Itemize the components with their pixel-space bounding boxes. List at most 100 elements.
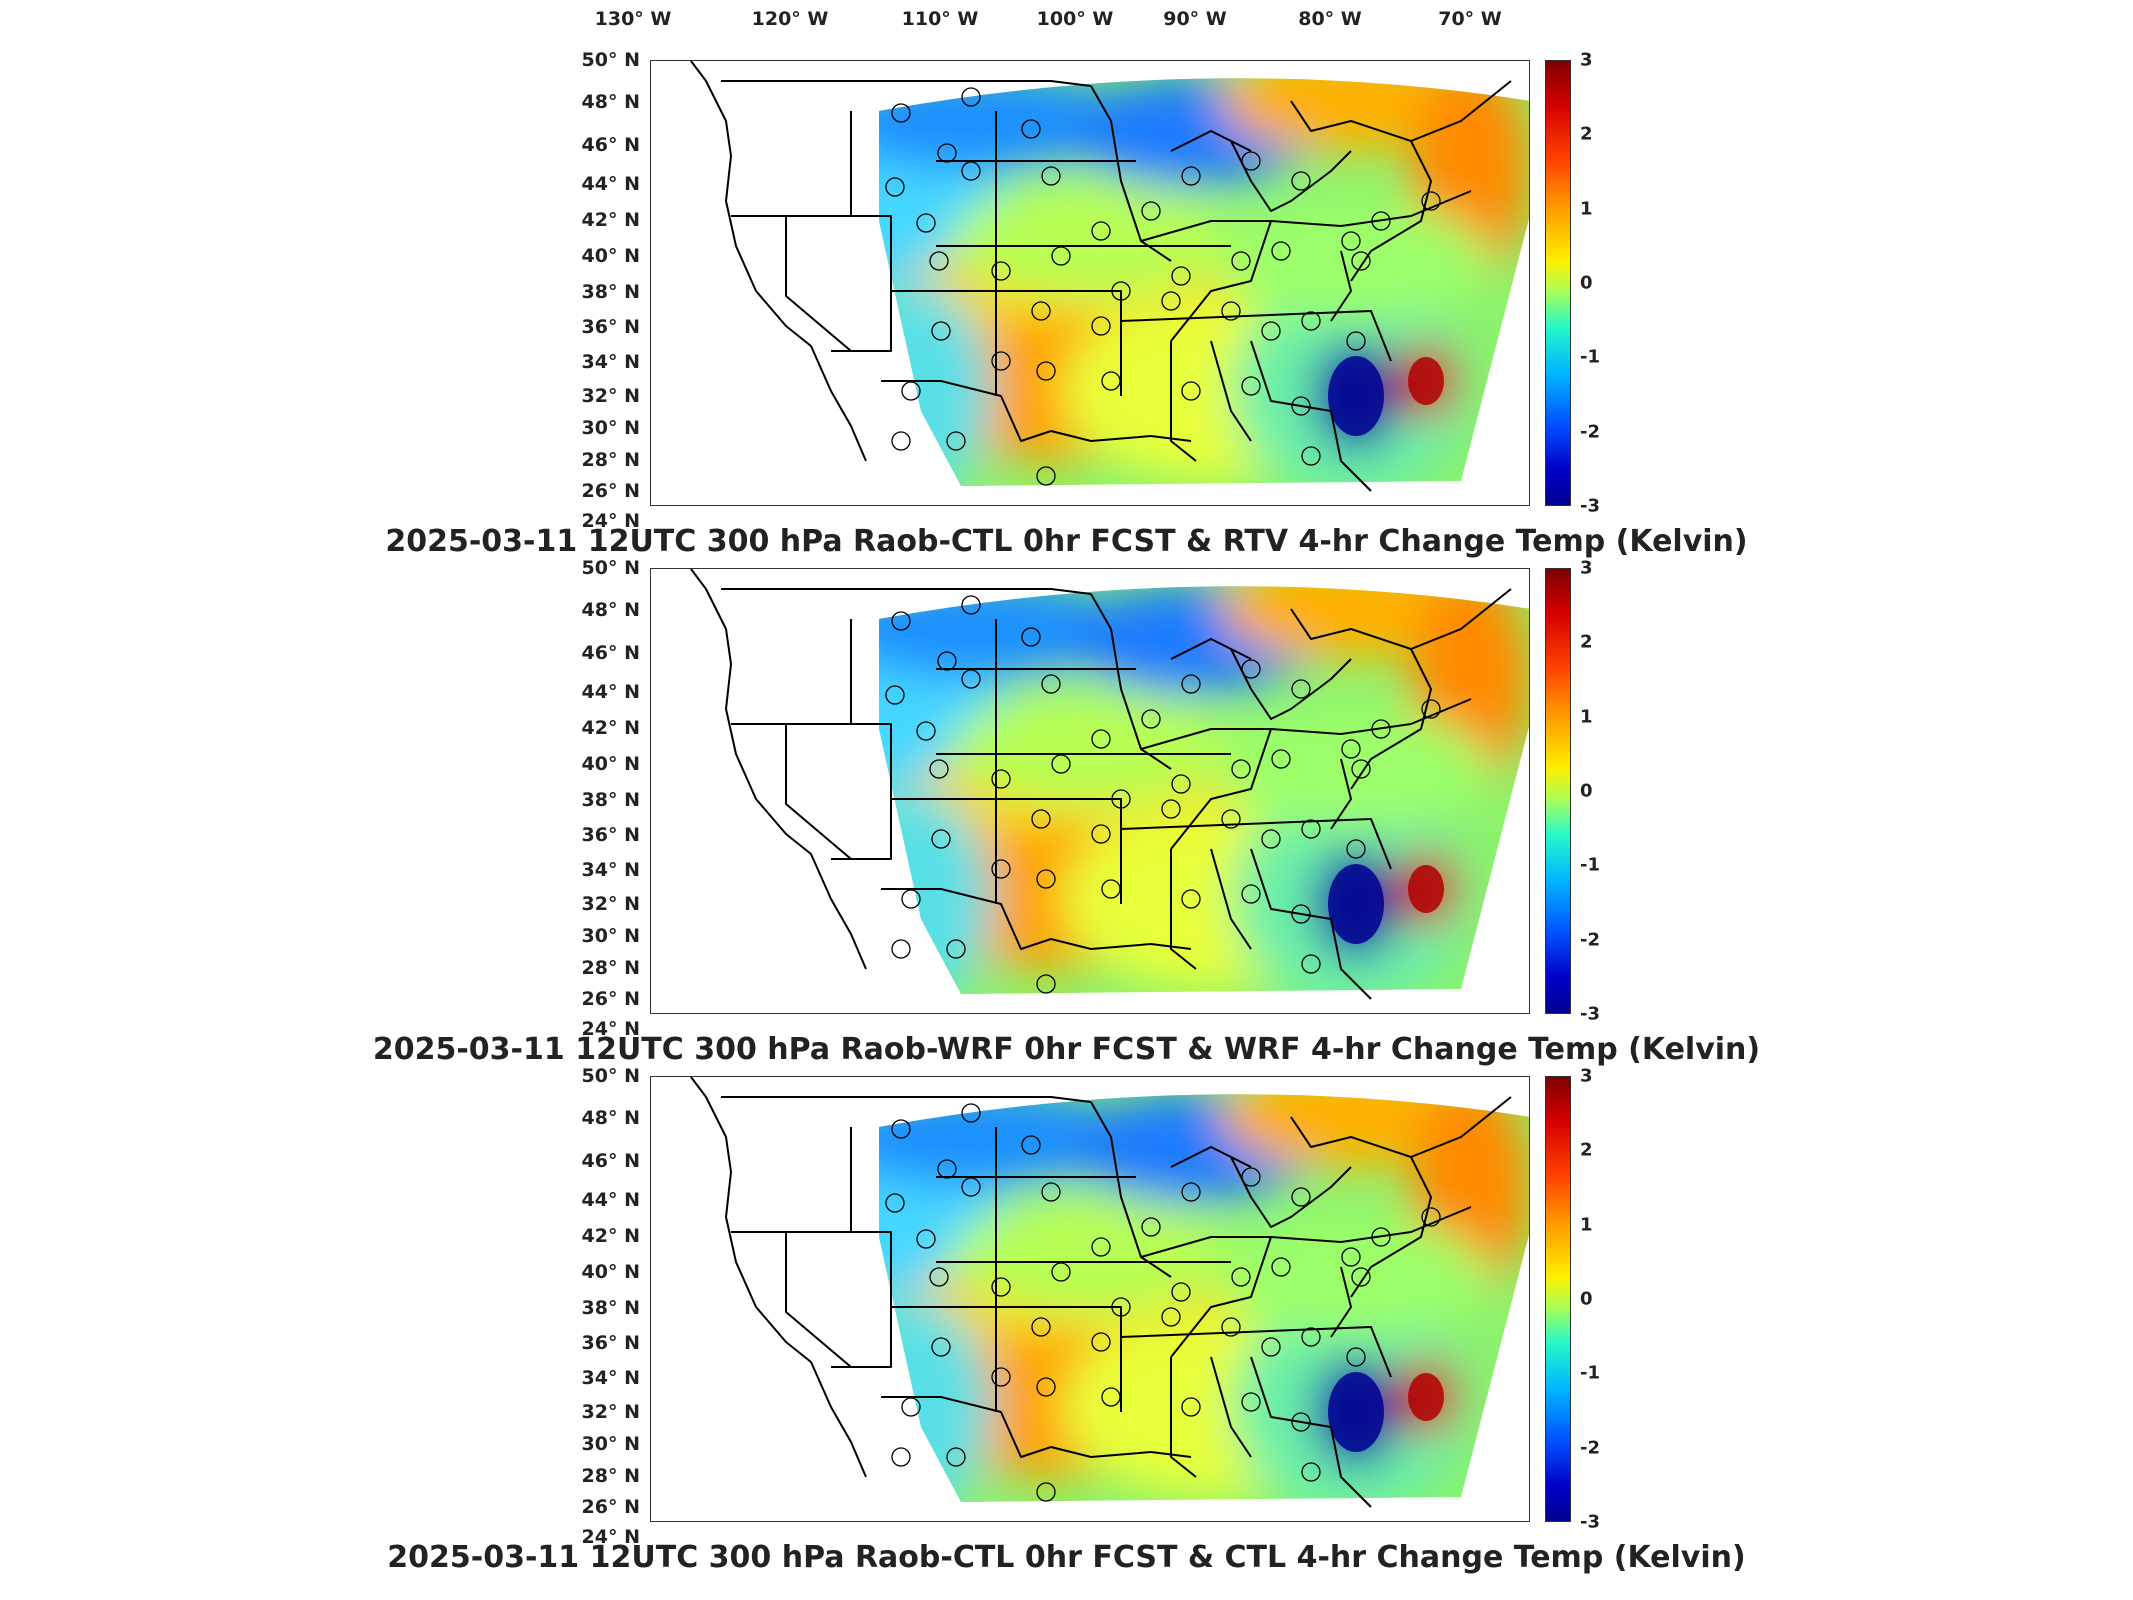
map-svg xyxy=(690,569,1529,1000)
raob-station-marker xyxy=(991,859,1011,879)
raob-station-marker xyxy=(937,651,957,671)
colorbar-tick-label: 3 xyxy=(1580,557,1593,579)
raob-station-marker xyxy=(1291,1412,1311,1432)
raob-station-marker xyxy=(1231,759,1251,779)
colorbar-tick-label: 1 xyxy=(1580,1214,1593,1236)
raob-station-marker xyxy=(946,431,966,451)
raob-station-marker xyxy=(991,769,1011,789)
raob-station-marker xyxy=(929,251,949,271)
colorbar-tick-label: -1 xyxy=(1580,854,1600,876)
raob-station-marker xyxy=(1291,171,1311,191)
longitude-label: 100° W xyxy=(1036,8,1114,30)
raob-station-marker xyxy=(931,829,951,849)
map-svg xyxy=(690,61,1529,492)
raob-station-marker xyxy=(891,431,911,451)
raob-station-marker xyxy=(961,87,981,107)
latitude-label: 46° N xyxy=(581,642,640,664)
colorbar-tick-label: 0 xyxy=(1580,780,1593,802)
raob-station-marker xyxy=(1181,166,1201,186)
raob-station-marker xyxy=(885,1193,905,1213)
raob-stations xyxy=(885,1103,1441,1502)
latitude-label: 50° N xyxy=(581,1065,640,1087)
raob-station-marker xyxy=(1181,381,1201,401)
colorbar-tick-label: -3 xyxy=(1580,495,1600,517)
temperature-field xyxy=(879,78,1529,486)
panel-title: 2025-03-11 12UTC 300 hPa Raob-CTL 0hr FC… xyxy=(387,1540,1746,1575)
raob-station-marker xyxy=(1036,974,1056,994)
longitude-label: 120° W xyxy=(751,8,829,30)
raob-station-marker xyxy=(1291,904,1311,924)
latitude-label: 36° N xyxy=(581,824,640,846)
raob-station-marker xyxy=(1301,446,1321,466)
raob-station-marker xyxy=(1041,674,1061,694)
raob-station-marker xyxy=(1351,251,1371,271)
raob-station-marker xyxy=(1271,749,1291,769)
raob-station-marker xyxy=(1301,311,1321,331)
raob-station-marker xyxy=(891,939,911,959)
latitude-label: 44° N xyxy=(581,1189,640,1211)
longitude-label: 110° W xyxy=(901,8,979,30)
raob-station-marker xyxy=(946,939,966,959)
raob-station-marker xyxy=(1111,789,1131,809)
raob-station-marker xyxy=(929,1267,949,1287)
raob-station-marker xyxy=(1271,241,1291,261)
raob-station-marker xyxy=(1036,466,1056,486)
colorbar xyxy=(1545,60,1571,506)
longitude-label: 80° W xyxy=(1298,8,1362,30)
raob-station-marker xyxy=(1101,371,1121,391)
raob-station-marker xyxy=(1421,699,1441,719)
raob-station-marker xyxy=(1036,1482,1056,1502)
latitude-label: 44° N xyxy=(581,681,640,703)
latitude-label: 42° N xyxy=(581,1225,640,1247)
raob-station-marker xyxy=(1031,809,1051,829)
raob-station-marker xyxy=(916,721,936,741)
colorbar-tick-label: -2 xyxy=(1580,421,1600,443)
raob-station-marker xyxy=(1181,674,1201,694)
raob-station-marker xyxy=(1221,809,1241,829)
latitude-label: 36° N xyxy=(581,1332,640,1354)
raob-station-marker xyxy=(1091,221,1111,241)
latitude-label: 44° N xyxy=(581,173,640,195)
raob-station-marker xyxy=(1241,884,1261,904)
colorbar-tick-label: 1 xyxy=(1580,198,1593,220)
raob-station-marker xyxy=(1051,246,1071,266)
latitude-label: 26° N xyxy=(581,1496,640,1518)
raob-station-marker xyxy=(901,381,921,401)
raob-station-marker xyxy=(1371,719,1391,739)
raob-station-marker xyxy=(1241,1392,1261,1412)
latitude-label: 38° N xyxy=(581,1297,640,1319)
latitude-label: 38° N xyxy=(581,281,640,303)
raob-station-marker xyxy=(1231,1267,1251,1287)
raob-station-marker xyxy=(891,103,911,123)
raob-station-marker xyxy=(1091,729,1111,749)
latitude-label: 30° N xyxy=(581,417,640,439)
raob-station-marker xyxy=(1291,396,1311,416)
raob-station-marker xyxy=(937,143,957,163)
raob-station-marker xyxy=(891,1119,911,1139)
raob-station-marker xyxy=(961,1103,981,1123)
raob-station-marker xyxy=(1421,1207,1441,1227)
raob-station-marker xyxy=(891,611,911,631)
raob-station-marker xyxy=(1051,1262,1071,1282)
raob-station-marker xyxy=(1141,1217,1161,1237)
raob-station-marker xyxy=(1091,1237,1111,1257)
raob-station-marker xyxy=(961,669,981,689)
raob-station-marker xyxy=(1301,819,1321,839)
colorbar-tick-label: -3 xyxy=(1580,1003,1600,1025)
colorbar-tick-label: -1 xyxy=(1580,1362,1600,1384)
latitude-label: 30° N xyxy=(581,1433,640,1455)
longitude-axis-labels: 130° W 120° W 110° W 100° W 90° W 80° W 70° W xyxy=(0,0,2133,40)
colorbar-tick-label: -1 xyxy=(1580,346,1600,368)
raob-station-marker xyxy=(1091,824,1111,844)
colorbar-tick-label: 3 xyxy=(1580,49,1593,71)
raob-station-marker xyxy=(1291,679,1311,699)
raob-station-marker xyxy=(1181,1397,1201,1417)
raob-station-marker xyxy=(1371,1227,1391,1247)
raob-station-marker xyxy=(885,685,905,705)
colorbar xyxy=(1545,568,1571,1014)
raob-station-marker xyxy=(1021,119,1041,139)
raob-station-marker xyxy=(1241,151,1261,171)
raob-station-marker xyxy=(885,177,905,197)
